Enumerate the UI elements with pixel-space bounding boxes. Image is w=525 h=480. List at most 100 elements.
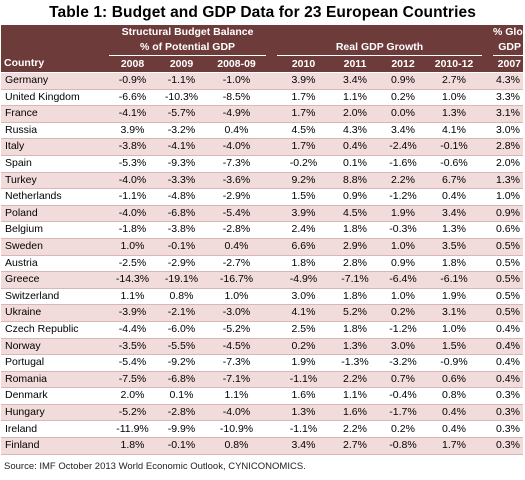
header-empty-cell — [1, 40, 109, 56]
gdp-2011-cell: 1.3% — [330, 338, 381, 356]
sb-2009-cell: -6.0% — [156, 321, 207, 339]
sb-2009-cell: -2.1% — [156, 304, 207, 322]
gdp-2012-cell: 0.0% — [380, 105, 427, 123]
gap-cell — [266, 205, 278, 223]
gdp-2010-12-cell: 0.4% — [426, 420, 483, 439]
gap-cell — [266, 89, 278, 107]
sb-2009-cell: -3.3% — [156, 172, 207, 190]
sb-2009-cell: -9.3% — [156, 155, 207, 173]
table-row: Norway -3.5% -5.5% -4.5% 0.2% 1.3% 3.0% 1.5% 0.4… — [1, 338, 524, 356]
header-gap — [266, 55, 278, 73]
gap-cell — [266, 420, 278, 439]
gdp-2012-cell: -1.2% — [380, 188, 427, 206]
gdp-2010-12-cell: -0.9% — [426, 354, 483, 372]
country-cell: Norway — [1, 338, 109, 356]
gdp-2011-cell: 5.2% — [330, 304, 381, 322]
sb-2009-cell: 0.1% — [156, 387, 207, 405]
column-header-gdp-2011: 2011 — [330, 55, 381, 73]
sb-2008-cell: -4.0% — [109, 205, 156, 223]
gdp-2010-12-cell: 1.5% — [426, 338, 483, 356]
header-gap — [482, 55, 494, 73]
gap-cell — [266, 404, 278, 422]
gap-cell — [482, 255, 494, 273]
table-row: Poland -4.0% -6.8% -5.4% 3.9% 4.5% 1.9% 3.4% 0.9… — [1, 205, 524, 223]
sb-2009-cell: -3.2% — [156, 122, 207, 140]
gdp-2010-cell: 9.2% — [277, 172, 331, 190]
gdp-2012-cell: 1.0% — [380, 238, 427, 256]
header-global-line2: GDP — [493, 40, 524, 56]
gap-cell — [266, 354, 278, 372]
column-header-sb-2008: 2008 — [109, 55, 156, 73]
gdp-2010-12-cell: 1.7% — [426, 437, 483, 455]
sb-2008-cell: -3.9% — [109, 304, 156, 322]
gap-cell — [482, 404, 494, 422]
gap-cell — [482, 138, 494, 156]
gdp-2010-cell: 2.5% — [277, 321, 331, 339]
gdp-2010-cell: 4.1% — [277, 304, 331, 322]
gap-cell — [482, 271, 494, 289]
sb-2008-cell: 3.9% — [109, 122, 156, 140]
sb-2009-cell: -6.8% — [156, 371, 207, 389]
sb-2008-09-cell: -1.0% — [207, 72, 267, 90]
column-header-gdp-2010: 2010 — [277, 55, 331, 73]
table-row: Germany -0.9% -1.1% -1.0% 3.9% 3.4% 0.9% 2.7% 4.… — [1, 72, 524, 90]
gdp-2010-12-cell: 1.8% — [426, 255, 483, 273]
gap-cell — [266, 188, 278, 206]
gdp-2012-cell: 0.9% — [380, 72, 427, 90]
gdp-2011-cell: 8.8% — [330, 172, 381, 190]
source-note: Source: IMF October 2013 World Economic … — [4, 461, 306, 472]
budget-gdp-table: Structural Budget Balance % Global % of … — [1, 25, 525, 455]
sb-2008-09-cell: -7.1% — [207, 371, 267, 389]
sb-2009-cell: -3.8% — [156, 221, 207, 239]
sb-2009-cell: 0.8% — [156, 288, 207, 306]
gdp-2010-12-cell: 3.1% — [426, 304, 483, 322]
gdp-2011-cell: 4.5% — [330, 205, 381, 223]
gap-cell — [266, 155, 278, 173]
gdp-2010-cell: -1.1% — [277, 420, 331, 439]
country-cell: Sweden — [1, 238, 109, 256]
sb-2009-cell: -0.1% — [156, 437, 207, 455]
sb-2008-09-cell: 1.0% — [207, 288, 267, 306]
gdp-2010-cell: 1.8% — [277, 255, 331, 273]
gdp-2012-cell: -1.6% — [380, 155, 427, 173]
sb-2008-09-cell: -4.0% — [207, 404, 267, 422]
gdp-2012-cell: 3.0% — [380, 338, 427, 356]
table-row: Russia 3.9% -3.2% 0.4% 4.5% 4.3% 3.4% 4.1% 3.0% — [1, 122, 524, 140]
country-cell: Italy — [1, 138, 109, 156]
gap-cell — [482, 288, 494, 306]
gdp-2011-cell: 2.7% — [330, 437, 381, 455]
global-gdp-2007-cell: 3.0% — [493, 122, 524, 140]
column-header-global-2007: 2007 — [493, 55, 524, 73]
global-gdp-2007-cell: 0.5% — [493, 255, 524, 273]
table-row: Netherlands -1.1% -4.8% -2.9% 1.5% 0.9% -1.2% 0… — [1, 188, 524, 206]
sb-2008-cell: -7.5% — [109, 371, 156, 389]
global-gdp-2007-cell: 0.4% — [493, 321, 524, 339]
gdp-2011-cell: 1.1% — [330, 387, 381, 405]
gdp-2011-cell: 1.8% — [330, 321, 381, 339]
gap-cell — [266, 288, 278, 306]
gdp-2010-cell: 1.5% — [277, 188, 331, 206]
gap-cell — [266, 371, 278, 389]
column-header-sb-2009: 2009 — [156, 55, 207, 73]
column-header-gdp-2010-12: 2010-12 — [426, 55, 483, 73]
gdp-2011-cell: 2.0% — [330, 105, 381, 123]
sb-2008-cell: -5.2% — [109, 404, 156, 422]
country-cell: France — [1, 105, 109, 123]
sb-2009-cell: -4.8% — [156, 188, 207, 206]
table-row: France -4.1% -5.7% -4.9% 1.7% 2.0% 0.0% 1.3% 3.1… — [1, 105, 524, 123]
table-body: Germany -0.9% -1.1% -1.0% 3.9% 3.4% 0.9% 2.7% 4.… — [1, 72, 524, 455]
sb-2009-cell: -2.9% — [156, 255, 207, 273]
country-cell: Germany — [1, 72, 109, 90]
sb-2008-09-cell: 0.4% — [207, 238, 267, 256]
sb-2008-09-cell: -5.2% — [207, 321, 267, 339]
table-row: United Kingdom -6.6% -10.3% -8.5% 1.7% 1.1% 0.… — [1, 89, 524, 107]
gdp-2012-cell: -0.3% — [380, 221, 427, 239]
country-cell: Belgium — [1, 221, 109, 239]
sb-2009-cell: -4.1% — [156, 138, 207, 156]
sb-2009-cell: -6.8% — [156, 205, 207, 223]
gap-cell — [266, 271, 278, 289]
gdp-2011-cell: 0.4% — [330, 138, 381, 156]
country-cell: Russia — [1, 122, 109, 140]
gdp-2010-12-cell: 0.4% — [426, 404, 483, 422]
